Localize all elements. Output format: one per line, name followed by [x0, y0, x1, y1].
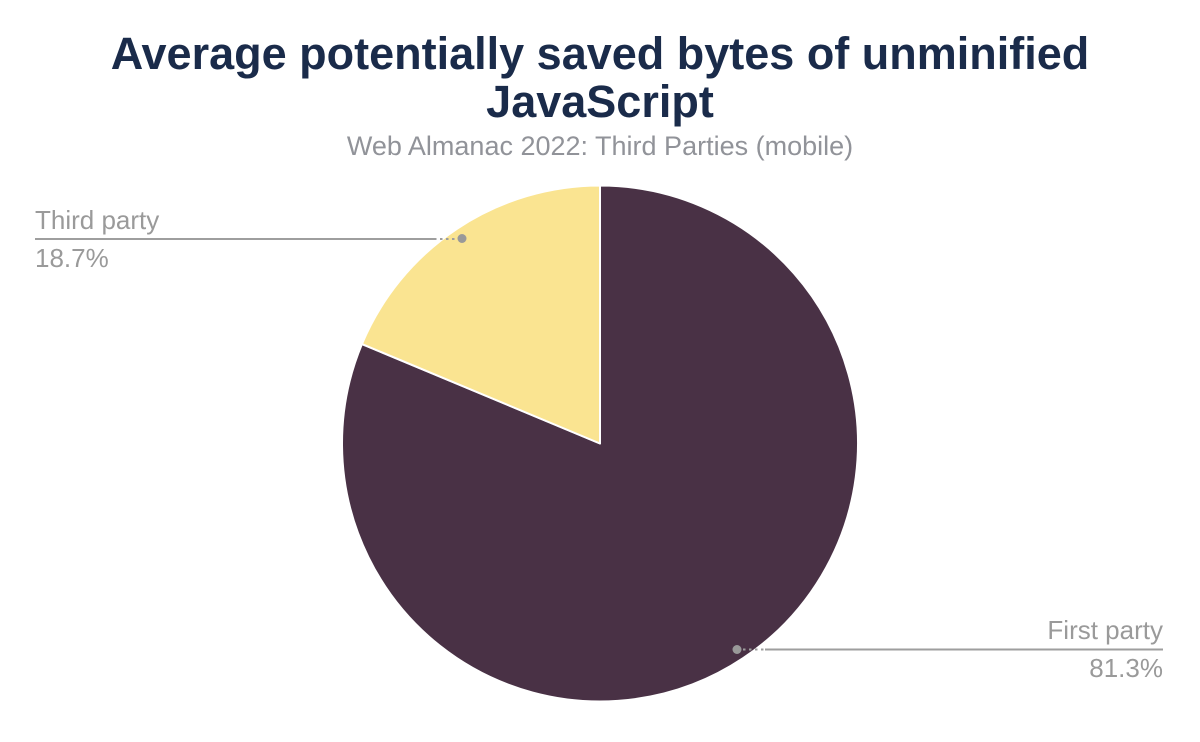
- first-party-label: First party: [1047, 615, 1163, 645]
- third-party-label: Third party: [35, 205, 160, 235]
- callout-connectors: [35, 234, 1163, 654]
- third-party-percent: 18.7%: [35, 243, 109, 273]
- pie-slices: [341, 184, 859, 703]
- first-party-percent: 81.3%: [1089, 653, 1163, 683]
- third-party-anchor-dot: [457, 234, 467, 243]
- first-party-anchor-dot: [732, 645, 742, 654]
- pie-slice-third-party[interactable]: [360, 184, 601, 445]
- chart-title: Average potentially saved bytes of unmin…: [110, 28, 1090, 127]
- chart-subtitle: Web Almanac 2022: Third Parties (mobile): [346, 131, 854, 161]
